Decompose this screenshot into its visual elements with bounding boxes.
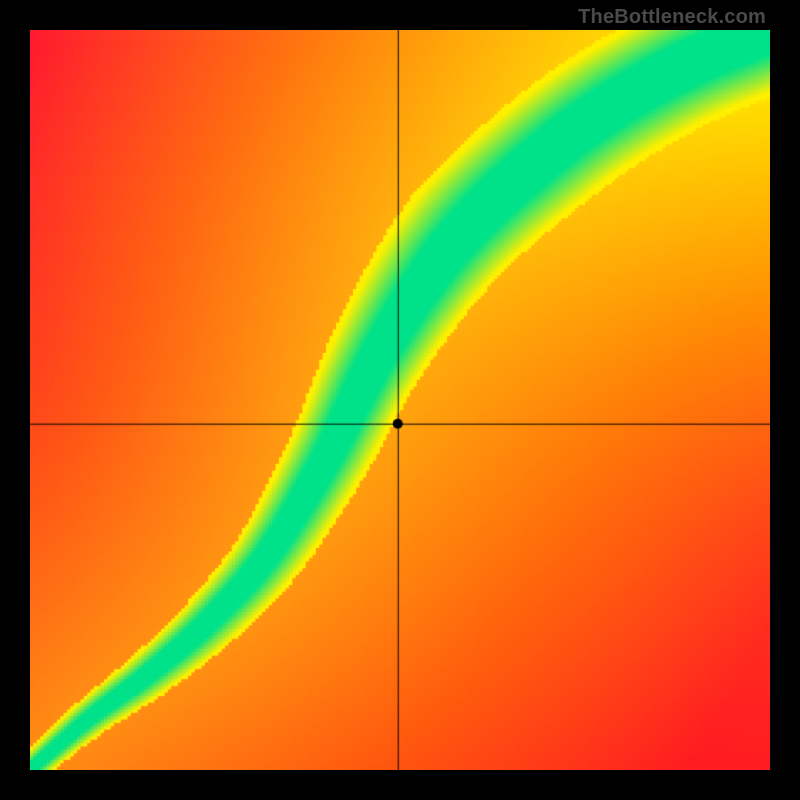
chart-container: TheBottleneck.com [0, 0, 800, 800]
plot-area [30, 30, 770, 770]
crosshair-overlay [30, 30, 770, 770]
watermark-text: TheBottleneck.com [578, 6, 766, 29]
